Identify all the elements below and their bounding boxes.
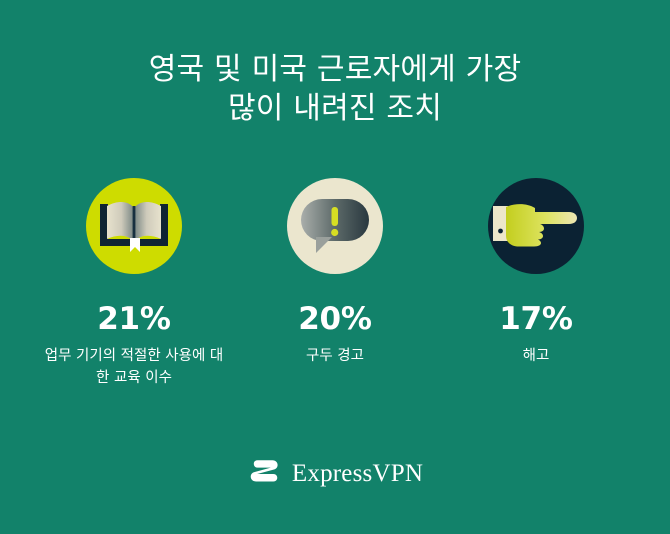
stat-value: 17% xyxy=(499,301,573,337)
stat-item-dismissal: 17% 해고 xyxy=(436,178,637,367)
stat-icon-badge xyxy=(287,178,383,274)
pointing-hand-icon xyxy=(493,198,579,255)
stat-caption: 업무 기기의 적절한 사용에 대한 교육 이수 xyxy=(44,348,224,386)
stat-icon-badge xyxy=(86,178,182,274)
expressvpn-logo: ExpressVPN xyxy=(0,456,670,490)
stat-item-education: 21% 업무 기기의 적절한 사용에 대한 교육 이수 xyxy=(34,178,235,389)
stat-value: 20% xyxy=(298,301,372,337)
speech-bubble-warning-icon xyxy=(298,193,372,260)
title-line-1: 영국 및 미국 근로자에게 가장 xyxy=(148,52,522,87)
stats-row: 21% 업무 기기의 적절한 사용에 대한 교육 이수 xyxy=(0,178,670,389)
stat-caption: 해고 xyxy=(522,348,550,364)
page-title: 영국 및 미국 근로자에게 가장 많이 내려진 조치 xyxy=(0,50,670,128)
expressvpn-wordmark: ExpressVPN xyxy=(291,459,424,487)
stat-icon-badge xyxy=(488,178,584,274)
stat-value: 21% xyxy=(97,301,171,337)
stat-item-verbal-warning: 20% 구두 경고 xyxy=(235,178,436,367)
expressvpn-logo-mark-icon xyxy=(247,456,281,490)
stat-caption: 구두 경고 xyxy=(306,348,364,364)
title-line-2: 많이 내려진 조치 xyxy=(227,91,443,126)
open-book-icon xyxy=(98,194,170,259)
